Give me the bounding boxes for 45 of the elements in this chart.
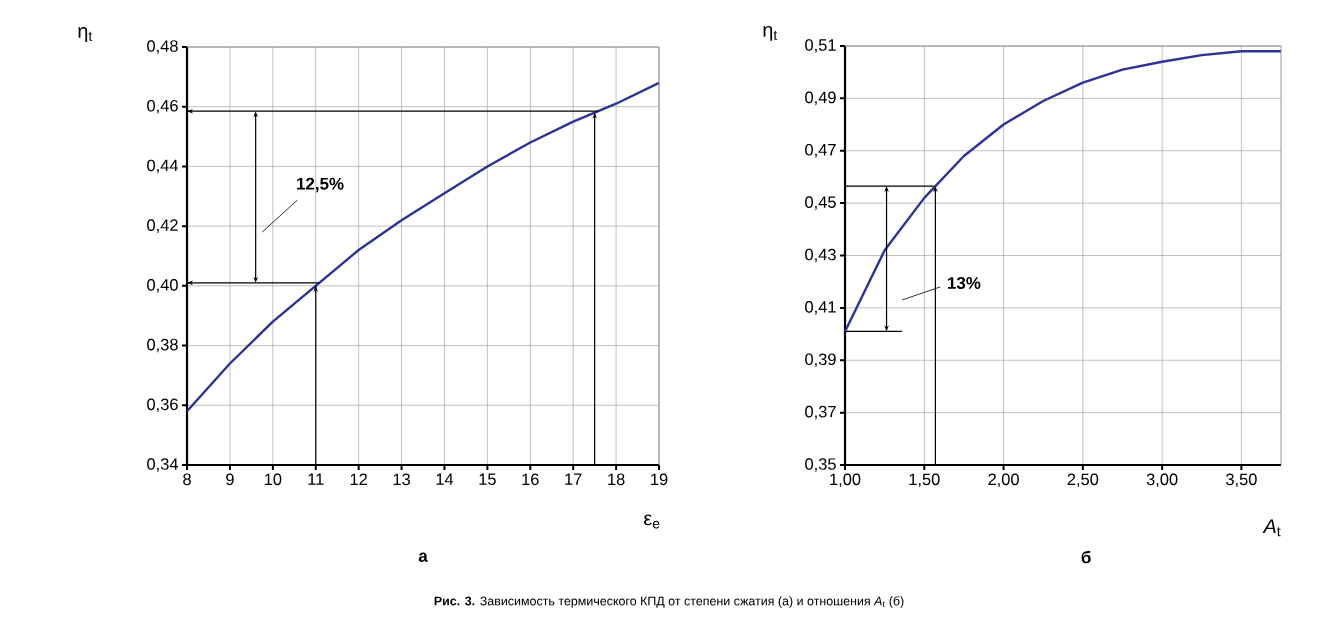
x-tick-label: 15: [479, 473, 496, 485]
y-tick-label: 0,51: [805, 39, 836, 53]
x-tick-label: 8: [183, 473, 191, 486]
y-tick-label: 0,40: [147, 279, 178, 293]
y-tick-label: 0,47: [805, 143, 836, 158]
text: Рис. 3. Зависимость термического КПД от степени сжатия (а) и отношения A$_{t}$ (б): [434, 596, 904, 608]
annotation: 12,5%: [297, 177, 344, 193]
y-tick-label: 0,48: [147, 40, 178, 54]
x-tick-label: 18: [608, 473, 625, 486]
y-tick-label: 0,42: [147, 219, 178, 233]
y-tick-label: 0,38: [147, 338, 178, 353]
x-axis-title: A$_{t}$: [1262, 519, 1281, 537]
y-tick-label: 0,37: [805, 405, 836, 420]
x-tick-label: 16: [522, 473, 539, 486]
x-tick-label: 13: [393, 473, 410, 486]
y-tick-label: 0,44: [147, 159, 179, 174]
y-tick-label: 0,49: [805, 91, 836, 106]
y-tick-label: 0,45: [805, 196, 836, 210]
text: а: [418, 552, 428, 562]
y-tick-label: 0,39: [805, 353, 836, 368]
x-tick-label: 2,00: [988, 473, 1019, 488]
y-tick-label: 0,34: [147, 458, 179, 472]
y-tick-label: 0,46: [147, 99, 178, 114]
x-tick-label: 1,00: [830, 473, 861, 488]
y-axis-title: η$_{t}$: [78, 27, 93, 42]
y-axis-title: η$_{t}$: [763, 26, 778, 41]
x-tick-label: 12: [350, 473, 367, 485]
x-tick-label: 11: [308, 473, 324, 485]
x-tick-label: 17: [565, 473, 582, 485]
y-tick-label: 0,35: [805, 458, 836, 472]
x-tick-label: 3,00: [1146, 473, 1178, 488]
x-tick-label: 1,50: [909, 473, 940, 488]
y-tick-label: 0,43: [805, 248, 836, 263]
line-series: [843, 50, 1283, 333]
x-axis-title: ε$_{e}$: [644, 514, 660, 529]
x-tick-label: 2,50: [1067, 473, 1099, 488]
x-tick-label: 14: [436, 473, 454, 485]
x-tick-label: 3,50: [1226, 473, 1257, 488]
y-tick-label: 0,36: [147, 398, 178, 413]
x-tick-label: 19: [651, 473, 668, 486]
x-tick-label: 10: [264, 473, 282, 486]
annotation: 13%: [948, 276, 981, 289]
y-tick-label: 0,41: [805, 301, 836, 315]
x-tick-label: 9: [226, 473, 234, 486]
text: б: [1081, 550, 1091, 564]
